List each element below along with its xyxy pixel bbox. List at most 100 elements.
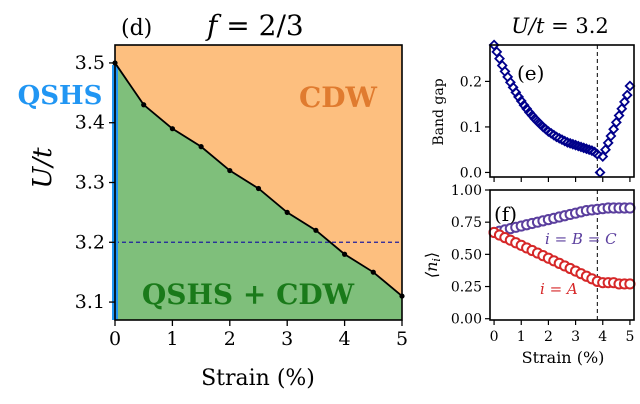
y-tick-label: 3.3 — [75, 172, 105, 194]
band-gap-point — [561, 136, 573, 148]
e-y-tick-label: 0.2 — [460, 74, 482, 90]
x-tick-label: 3 — [281, 328, 293, 350]
x-tick-label: 1 — [166, 328, 178, 350]
f-x-tick-label: 3 — [571, 329, 580, 345]
band-gap-point — [515, 95, 527, 107]
legend-bc-b: B — [571, 230, 583, 248]
boundary-point — [342, 251, 348, 257]
band-gap-point — [624, 80, 636, 92]
f-y-tick-label: 1.00 — [451, 183, 482, 199]
band-gap-point — [575, 141, 587, 153]
cdw-region — [115, 45, 402, 297]
panel-e-ticks: 0.0 0.1 0.2 — [460, 74, 631, 182]
region-label-qshs: QSHS — [18, 81, 103, 111]
panel-d-title: f = 2/3 — [205, 9, 304, 42]
f-x-tick-label: 5 — [625, 329, 634, 345]
panel-f-ticks: 0.00 0.25 0.50 0.75 1.00 0 1 2 3 4 5 — [451, 183, 635, 345]
legend-bc-eq2: = — [583, 230, 605, 248]
band-gap-point — [578, 142, 590, 154]
band-gap-point — [551, 131, 563, 143]
band-gap-point — [613, 110, 625, 122]
legend-a-i: i — [540, 280, 545, 298]
band-gap-point — [602, 137, 614, 149]
band-gap-point — [567, 138, 579, 150]
band-gap-marks — [488, 39, 636, 178]
legend-bc-i: i — [545, 230, 550, 248]
boundary-point — [198, 144, 204, 150]
f-x-tick-label: 4 — [598, 329, 607, 345]
band-gap-point — [608, 123, 620, 135]
panel-f-ylabel: ⟨ni⟩ — [422, 252, 443, 278]
region-label-qshs-cdw: QSHS + CDW — [142, 278, 355, 311]
legend-bc-c: C — [605, 230, 617, 248]
band-gap-point — [621, 89, 633, 101]
legend-bc-eq1: = — [550, 230, 572, 248]
panel-f-letter: (f) — [494, 202, 517, 226]
occupation-point-a — [624, 278, 636, 290]
panel-d-letter: (d) — [121, 16, 152, 41]
panel-e-letter: (e) — [517, 61, 544, 85]
y-tick-label: 3.4 — [75, 112, 105, 134]
panel-d-ylabel: U/t — [28, 147, 58, 189]
boundary-point — [227, 167, 233, 174]
band-gap-point — [619, 96, 630, 108]
panel-f-frame — [489, 189, 635, 321]
panel-d-title-eq: = 2/3 — [217, 9, 303, 42]
band-gap-point — [564, 137, 576, 149]
legend-series-bc: i = B = C — [545, 230, 617, 248]
phase-region-fills — [115, 45, 402, 320]
x-tick-label: 5 — [396, 328, 408, 350]
y-tick-label: 3.5 — [75, 52, 105, 74]
band-gap-point — [556, 134, 568, 146]
panel-e-title: U/t = 3.2 — [511, 14, 609, 38]
panel-d-ticks: 0 1 2 3 4 5 3.1 3.2 3.3 3.4 3.5 — [75, 52, 408, 350]
band-gap-point — [586, 145, 598, 157]
boundary-point — [141, 102, 147, 108]
band-gap-point — [599, 144, 611, 156]
band-gap-point — [616, 103, 628, 115]
band-gap-point — [513, 91, 525, 103]
panel-e-ylabel: Band gap — [431, 78, 447, 145]
phase-diagram-panel: 0 1 2 3 4 5 3.1 3.2 3.3 3.4 3.5 (d) f = 2/3 Strain… — [18, 9, 408, 391]
f-x-tick-label: 1 — [517, 329, 526, 345]
f-x-tick-label: 2 — [544, 329, 553, 345]
x-tick-label: 0 — [109, 328, 121, 350]
band-gap-point — [553, 132, 565, 144]
band-gap-point — [591, 148, 603, 160]
band-gap-point — [583, 144, 595, 156]
e-y-tick-label: 0.1 — [460, 120, 482, 136]
band-gap-point — [597, 151, 609, 162]
legend-a-a: A — [565, 280, 578, 298]
occupation-point-bc — [624, 202, 636, 214]
panel-f-xlabel: Strain (%) — [522, 348, 605, 367]
occupation-panel: 0.000.250.500.751.000 1 2 3 4 5 (f) ⟨ni⟩ Stra… — [422, 183, 636, 367]
f-y-tick-label: 0.50 — [451, 247, 482, 263]
panel-e-frame — [489, 44, 635, 178]
band-gap-point — [594, 166, 606, 178]
panel-f-ylabel-close: ⟩ — [422, 252, 441, 258]
legend-a-eq: = — [545, 280, 567, 298]
boundary-point — [313, 227, 319, 233]
y-tick-label: 3.2 — [75, 231, 105, 253]
boundary-point — [255, 185, 262, 192]
band-gap-point — [559, 135, 571, 147]
f-x-tick-label: 0 — [490, 329, 499, 345]
band-gap-point — [605, 130, 617, 142]
panel-d-xlabel: Strain (%) — [201, 366, 315, 391]
y-tick-label: 3.1 — [75, 291, 105, 313]
band-gap-point — [580, 143, 592, 155]
x-tick-label: 4 — [339, 328, 351, 350]
band-gap-point — [570, 139, 582, 151]
e-y-tick-label: 0.0 — [460, 165, 482, 181]
f-y-tick-label: 0.00 — [451, 312, 482, 328]
boundary-point — [169, 126, 175, 132]
panel-f-ylabel-main: ⟨n — [422, 262, 441, 279]
x-tick-label: 2 — [224, 328, 236, 350]
boundary-point — [284, 209, 290, 215]
panel-e-title-var: U/t — [511, 14, 545, 38]
band-gap-panel: 0.0 0.1 0.2 U/t = 3.2 (e) Band gap — [431, 14, 636, 182]
boundary-point — [370, 269, 376, 275]
region-label-cdw: CDW — [299, 81, 378, 114]
qshs-cdw-region — [115, 62, 402, 320]
